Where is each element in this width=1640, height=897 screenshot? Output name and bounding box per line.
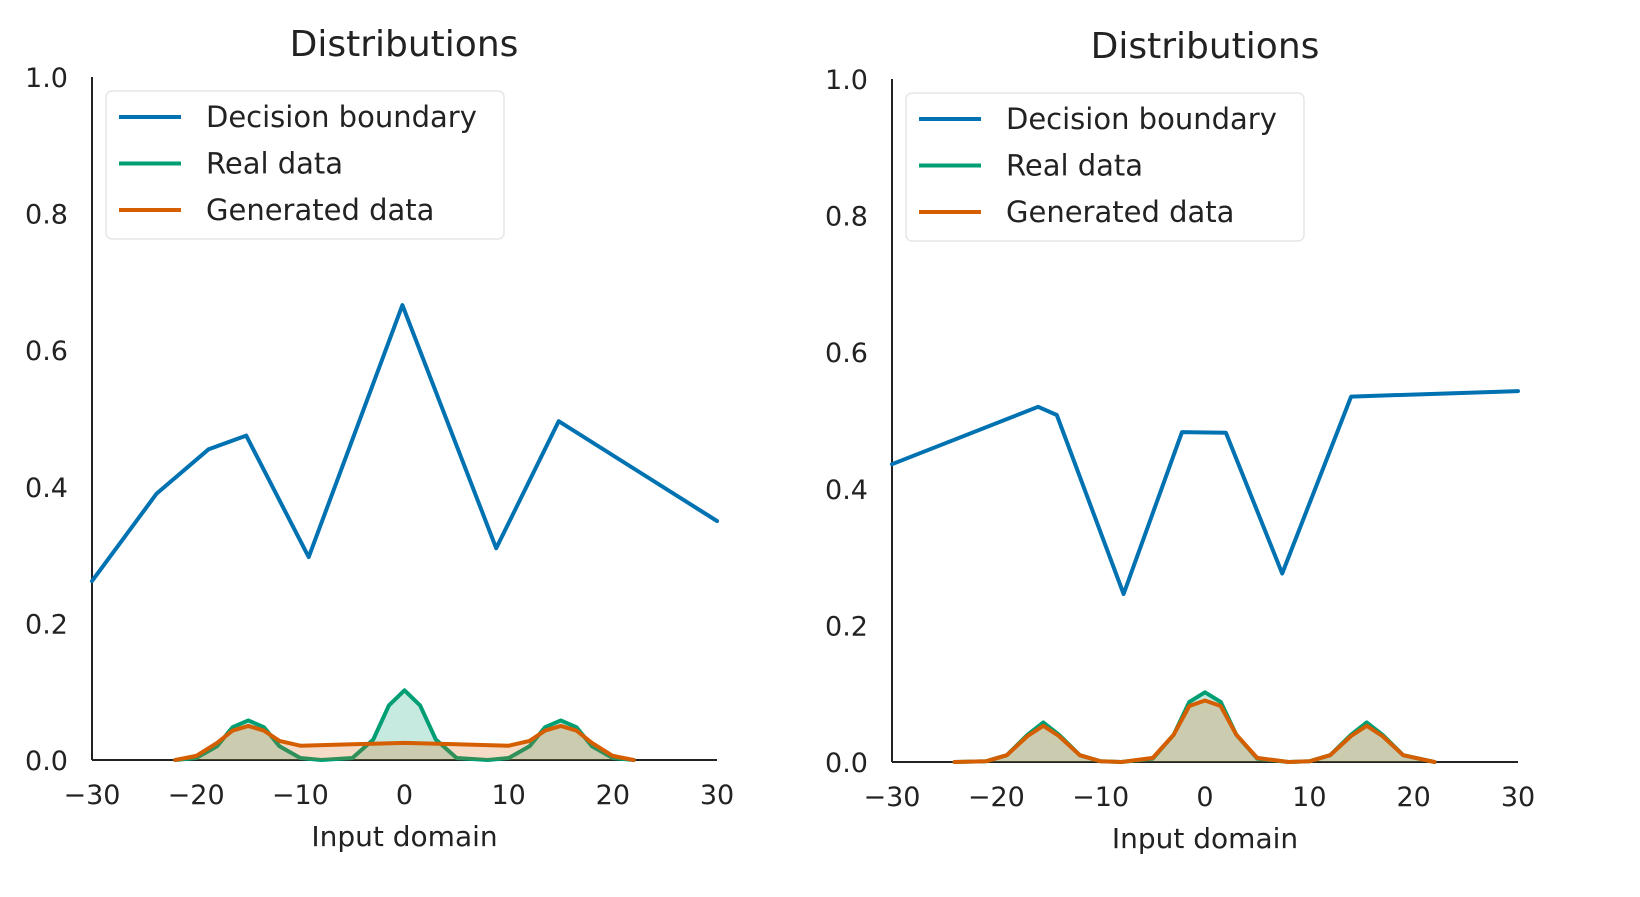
x-tick-label: −10 (1072, 782, 1129, 813)
decision-boundary-line (892, 391, 1518, 594)
y-tick-label: 0.2 (25, 609, 68, 640)
chart-title: Distributions (1091, 26, 1320, 67)
legend-label: Generated data (206, 193, 434, 227)
chart-panel-1: Distributions 0.0 0.2 0.4 0.6 0.8 1.0 −30 −20 −10… (25, 24, 734, 853)
x-tick-label: −30 (64, 780, 121, 811)
y-tick-label: 0.8 (25, 200, 68, 231)
y-tick-label: 0.6 (825, 338, 868, 369)
decision-boundary-line (92, 305, 717, 581)
legend-label: Generated data (1006, 195, 1234, 229)
y-tick-label: 0.0 (25, 746, 68, 777)
y-tick-label: 0.4 (25, 473, 68, 504)
x-tick-label: −30 (864, 782, 921, 813)
x-tick-label: −10 (272, 780, 329, 811)
legend: Decision boundary Real data Generated data (106, 91, 504, 239)
y-tick-label: 1.0 (825, 65, 868, 96)
x-axis-label: Input domain (311, 820, 497, 853)
chart-title: Distributions (290, 24, 519, 65)
generated-data-area (955, 701, 1435, 763)
legend-label: Decision boundary (1006, 102, 1277, 136)
y-tick-label: 0.6 (25, 336, 68, 367)
x-tick-label: 20 (596, 780, 630, 811)
y-tick-label: 0.2 (825, 611, 868, 642)
x-axis-label: Input domain (1112, 822, 1298, 855)
legend-label: Decision boundary (206, 100, 477, 134)
y-tick-label: 0.8 (825, 202, 868, 233)
x-tick-label: −20 (968, 782, 1025, 813)
y-tick-label: 0.0 (825, 748, 868, 779)
legend: Decision boundary Real data Generated data (906, 93, 1304, 241)
x-tick-label: −20 (168, 780, 225, 811)
chart-panel-2: Distributions 0.0 0.2 0.4 0.6 0.8 1.0 −30 −20 −10… (825, 26, 1535, 855)
x-tick-label: 0 (1196, 782, 1213, 813)
x-tick-label: 30 (700, 780, 734, 811)
x-tick-label: 30 (1501, 782, 1535, 813)
x-tick-label: 20 (1396, 782, 1430, 813)
x-tick-label: 0 (396, 780, 413, 811)
legend-label: Real data (1006, 149, 1143, 183)
x-tick-label: 10 (491, 780, 525, 811)
y-tick-label: 0.4 (825, 475, 868, 506)
y-tick-label: 1.0 (25, 63, 68, 94)
legend-label: Real data (206, 147, 343, 181)
x-tick-label: 10 (1292, 782, 1326, 813)
